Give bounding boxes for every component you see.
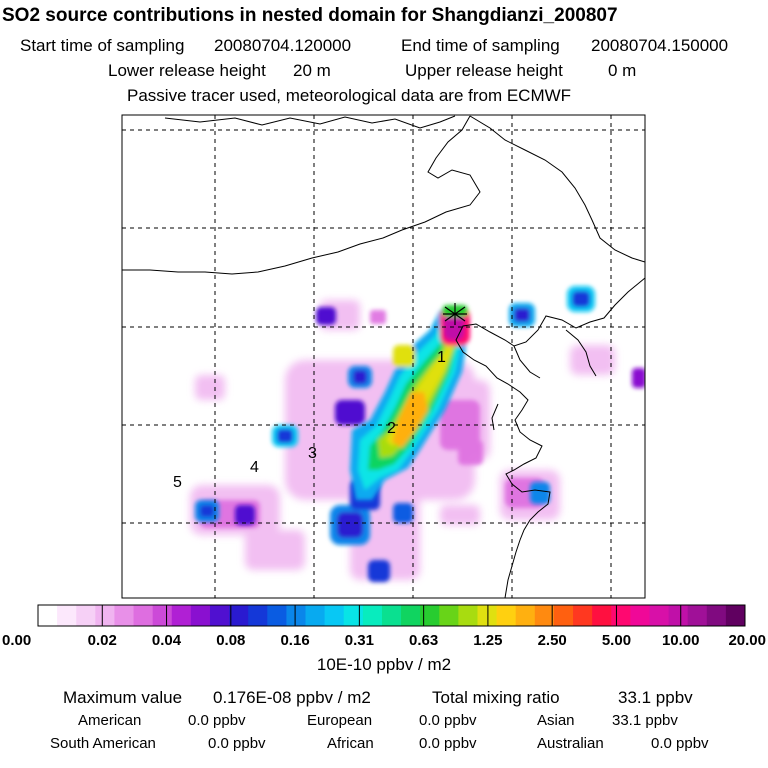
contribution-name: American (78, 712, 142, 729)
colorbar-swatch (133, 605, 154, 626)
colorbar-tick-label: 0.31 (344, 632, 374, 649)
colorbar-swatch (305, 605, 326, 626)
colorbar-swatch (592, 605, 612, 626)
total-mixing-value: 33.1 ppbv (618, 688, 693, 707)
start-time-value: 20080704.120000 (214, 36, 352, 55)
colorbar-swatch (171, 605, 192, 626)
colorbar-tick-label: 0.63 (409, 632, 439, 649)
end-time-value: 20080704.150000 (591, 36, 729, 55)
contribution-name: Asian (537, 712, 575, 729)
region-labels: 1 2 3 4 5 (173, 349, 446, 491)
total-mixing-label: Total mixing ratio (432, 688, 560, 707)
colorbar-tick-label: 2.50 (537, 632, 567, 649)
colorbar-swatch (95, 605, 115, 626)
colorbar-tick-label: 0.04 (151, 632, 182, 649)
colorbar (37, 604, 746, 627)
colorbar-tick-label: 0.16 (280, 632, 310, 649)
colorbar-swatch (630, 605, 650, 626)
contribution-value: 0.0 ppbv (188, 712, 246, 729)
colorbar-swatch (152, 605, 173, 626)
contribution-name: Australian (537, 735, 604, 752)
map-frame (121, 114, 646, 599)
colorbar-swatch (496, 605, 517, 626)
lower-release-label: Lower release height (108, 61, 266, 80)
colorbar-swatch (611, 605, 631, 626)
colorbar-swatch (401, 605, 421, 626)
region-label-4: 4 (250, 459, 259, 476)
max-value-label: Maximum value (63, 688, 183, 707)
plot-title: SO2 source contributions in nested domai… (2, 5, 618, 26)
colorbar-swatch (324, 605, 345, 626)
colorbar-swatch (248, 605, 268, 626)
max-value: 0.176E-08 ppbv / m2 (213, 688, 371, 707)
start-time-label: Start time of sampling (20, 36, 185, 55)
colorbar-swatch (573, 605, 593, 626)
region-label-1: 1 (437, 349, 446, 366)
contribution-name: African (327, 735, 374, 752)
colorbar-swatch (343, 605, 364, 626)
contribution-value: 33.1 ppbv (612, 712, 678, 729)
colorbar-tick-label: 0.08 (216, 632, 246, 649)
colorbar-tick-label: 20.00 (728, 632, 766, 649)
map-gridlines (122, 115, 645, 598)
contribution-value: 0.0 ppbv (419, 735, 477, 752)
colorbar-swatch (38, 605, 58, 626)
colorbar-tick-label: 0.02 (87, 632, 117, 649)
colorbar-swatch (477, 605, 497, 626)
colorbar-swatch (458, 605, 478, 626)
colorbar-swatch (553, 605, 574, 626)
region-label-5: 5 (173, 474, 182, 491)
colorbar-swatch (515, 605, 536, 626)
colorbar-swatch (76, 605, 96, 626)
contribution-value: 0.0 ppbv (651, 735, 709, 752)
upper-release-label: Upper release height (405, 61, 563, 80)
region-label-3: 3 (308, 445, 317, 462)
colorbar-unit: 10E-10 ppbv / m2 (316, 655, 452, 674)
contribution-name: South American (50, 735, 156, 752)
region-label-2: 2 (387, 420, 396, 437)
colorbar-swatch (190, 605, 211, 626)
plume-layer (190, 286, 645, 582)
colorbar-swatch (114, 605, 134, 626)
contribution-value: 0.0 ppbv (208, 735, 266, 752)
colorbar-swatch (668, 605, 689, 626)
tracer-note: Passive tracer used, meteorological data… (127, 86, 572, 105)
coastlines (122, 115, 645, 598)
receptor-marker (443, 303, 467, 325)
colorbar-tick-label: 0.00 (2, 632, 32, 649)
colorbar-swatch (57, 605, 77, 626)
upper-release-value: 0 m (608, 61, 637, 80)
end-time-label: End time of sampling (401, 36, 560, 55)
colorbar-tick-label: 10.00 (661, 632, 700, 649)
colorbar-swatch (209, 605, 230, 626)
colorbar-tick-label: 5.00 (601, 632, 632, 649)
colorbar-tick-label: 1.25 (473, 632, 503, 649)
colorbar-swatch (286, 605, 306, 626)
contribution-name: European (307, 712, 373, 729)
colorbar-swatch (534, 605, 555, 626)
colorbar-swatch (420, 605, 440, 626)
contribution-value: 0.0 ppbv (419, 712, 477, 729)
colorbar-swatch (706, 605, 727, 626)
colorbar-swatch (229, 605, 249, 626)
colorbar-swatch (687, 605, 708, 626)
colorbar-swatch (725, 605, 746, 626)
colorbar-swatch (267, 605, 287, 626)
lower-release-value: 20 m (293, 61, 331, 80)
colorbar-swatch (439, 605, 459, 626)
colorbar-frame (37, 604, 746, 627)
colorbar-swatch (381, 605, 402, 626)
colorbar-swatch (649, 605, 669, 626)
colorbar-swatch (362, 605, 383, 626)
